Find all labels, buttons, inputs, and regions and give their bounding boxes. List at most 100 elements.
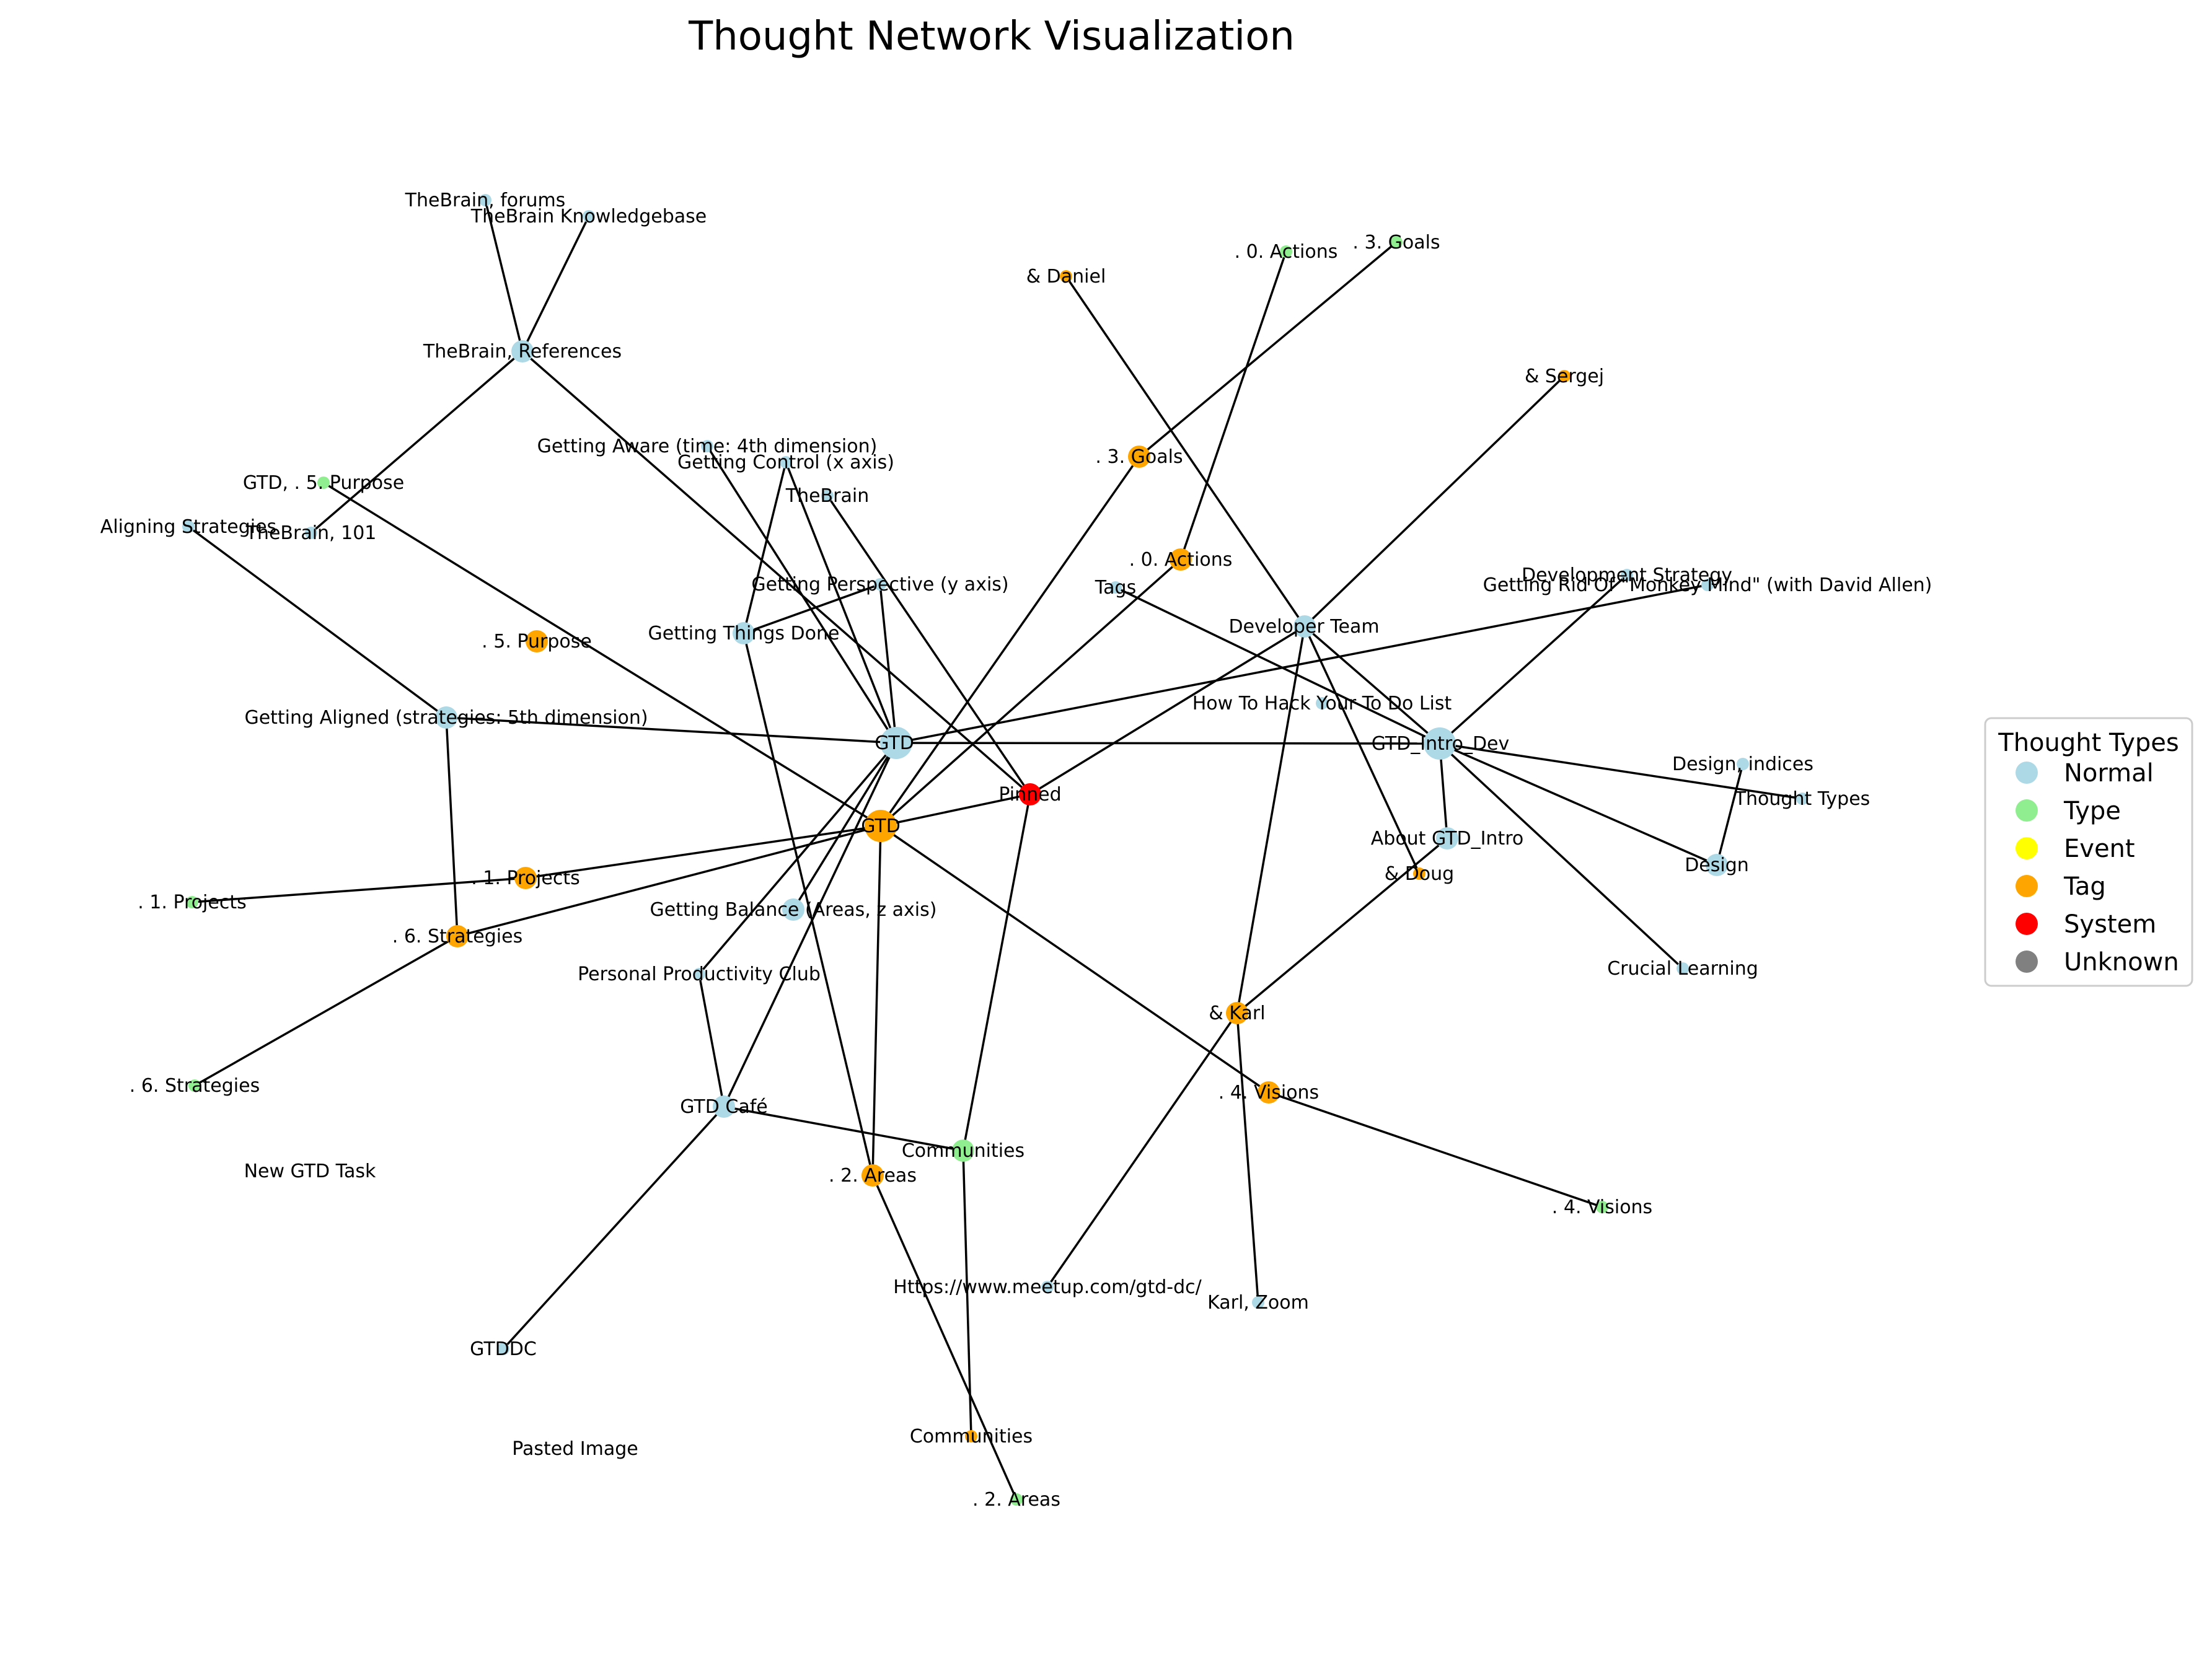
node-doug[interactable] <box>1413 867 1425 880</box>
node-g_persp[interactable] <box>874 578 886 590</box>
edge-g_control-g_done <box>742 462 787 634</box>
node-y_2areas[interactable] <box>1010 1493 1023 1506</box>
node-t_comm[interactable] <box>965 1430 977 1442</box>
node-y_3goals[interactable] <box>1390 236 1403 248</box>
node-tb_101[interactable] <box>305 527 317 539</box>
node-label-t_comm: Communities <box>910 1426 1033 1447</box>
node-dev_strat[interactable] <box>1621 569 1633 581</box>
node-y_1proj[interactable] <box>186 896 198 908</box>
legend: Thought Types Normal Type Event Tag System Un… <box>1984 717 2193 987</box>
edge-g_aligned-gtd_n <box>446 716 897 744</box>
node-y_4vis[interactable] <box>1596 1201 1608 1213</box>
node-t_6strat[interactable] <box>446 925 469 947</box>
node-design_idx[interactable] <box>1737 758 1749 770</box>
node-sergej[interactable] <box>1558 370 1571 382</box>
edge-gtd_n-g_balance <box>792 742 897 910</box>
node-about[interactable] <box>1436 827 1458 849</box>
node-label-hack: How To Hack Your To Do List <box>1192 693 1452 714</box>
node-t_2areas[interactable] <box>861 1164 884 1187</box>
node-label-y_6strat: . 6. Strategies <box>130 1075 260 1097</box>
node-label-about: About GTD_Intro <box>1371 828 1524 849</box>
node-align_strat[interactable] <box>182 520 195 533</box>
node-label-t_3goals: . 3. Goals <box>1095 446 1183 468</box>
edge-g_aligned-t_6strat <box>445 717 459 937</box>
node-label-t_2areas: . 2. Areas <box>829 1165 917 1187</box>
node-label-cafe: GTD Café <box>680 1096 768 1118</box>
node-intro_dev[interactable] <box>1424 727 1456 760</box>
node-y_6strat[interactable] <box>188 1079 201 1092</box>
node-thought_types[interactable] <box>1796 792 1809 805</box>
node-label-gtd_n: GTD <box>875 732 914 754</box>
edge-y_comm-pinned <box>962 794 1031 1151</box>
node-gtddc[interactable] <box>497 1343 509 1355</box>
node-dev_team[interactable] <box>1293 615 1316 638</box>
node-karl[interactable] <box>1226 1002 1248 1024</box>
edge-gtd_t-pinned <box>880 793 1031 827</box>
node-hack[interactable] <box>1316 697 1328 709</box>
node-tb_kb[interactable] <box>583 210 595 222</box>
node-crucial[interactable] <box>1677 962 1689 975</box>
node-label-tb_refs: TheBrain, References <box>423 341 622 362</box>
node-tb_refs[interactable] <box>511 340 534 362</box>
edge-dev_team-intro_dev <box>1303 625 1441 745</box>
node-label-thought_types: Thought Types <box>1734 788 1871 810</box>
node-g_aligned[interactable] <box>435 706 457 729</box>
legend-box <box>1984 717 2193 987</box>
node-tb_forums[interactable] <box>479 194 491 206</box>
legend-marker-tag <box>2016 875 2038 897</box>
edge-gtd_t-t_4vis <box>880 825 1269 1094</box>
edge-g_control-gtd_n <box>785 462 897 744</box>
node-g_done[interactable] <box>733 622 755 644</box>
node-karl_zoom[interactable] <box>1252 1296 1264 1309</box>
node-label-y_comm: Communities <box>902 1140 1024 1162</box>
legend-label-normal: Normal <box>2064 759 2154 788</box>
edge-cafe-y_comm <box>723 1105 964 1152</box>
node-t_3goals[interactable] <box>1128 446 1150 468</box>
edge-t_6strat-y_6strat <box>194 935 458 1087</box>
node-t_0act[interactable] <box>1170 548 1192 571</box>
edge-tb_refs-pinned <box>521 350 1031 796</box>
node-label-y_4vis: . 4. Visions <box>1552 1196 1652 1218</box>
node-g_balance[interactable] <box>782 898 804 921</box>
node-t_4vis[interactable] <box>1258 1081 1280 1104</box>
node-gtd_5p[interactable] <box>317 476 330 489</box>
node-monkey[interactable] <box>1701 579 1714 591</box>
nodes-layer <box>182 194 1809 1506</box>
node-label-g_control: Getting Control (x axis) <box>677 452 894 473</box>
node-design[interactable] <box>1706 854 1728 876</box>
node-thebrain[interactable] <box>821 489 834 502</box>
node-pinned[interactable] <box>1019 783 1041 806</box>
node-meetup[interactable] <box>1041 1281 1054 1293</box>
edge-intro_dev-design <box>1439 742 1717 866</box>
edge-y_1proj-t_1proj <box>192 877 526 903</box>
node-label-align_strat: Aligning Strategies <box>100 516 276 538</box>
edge-t_4vis-y_4vis <box>1268 1091 1603 1208</box>
node-g_aware[interactable] <box>701 440 713 452</box>
node-gtd_n[interactable] <box>880 727 912 759</box>
legend-title: Thought Types <box>1998 729 2179 757</box>
node-y_comm[interactable] <box>952 1139 974 1162</box>
node-label-gtddc: GTDDC <box>470 1338 537 1360</box>
node-y_0act[interactable] <box>1280 245 1292 258</box>
node-gtd_t[interactable] <box>865 810 897 842</box>
labels-layer: GTD GTD Pinned GTD_Intro_Dev Developer Team T… <box>100 190 1932 1511</box>
node-label-tags: Tags <box>1095 577 1136 599</box>
node-ppc[interactable] <box>693 968 705 980</box>
node-label-karl_zoom: Karl, Zoom <box>1207 1292 1309 1314</box>
node-label-pinned: Pinned <box>998 784 1061 806</box>
node-label-g_done: Getting Things Done <box>648 623 840 644</box>
legend-label-unknown: Unknown <box>2064 948 2179 977</box>
edge-tb_refs-tb_forums <box>484 200 524 352</box>
node-g_control[interactable] <box>780 456 792 468</box>
node-tags[interactable] <box>1109 581 1122 594</box>
node-label-monkey: Getting Rid Of "Monkey Mind" (with David… <box>1483 574 1932 596</box>
edge-gtd_t-t_2areas <box>871 825 882 1176</box>
node-t_1proj[interactable] <box>514 867 537 889</box>
node-daniel[interactable] <box>1060 270 1072 283</box>
edge-g_aware-gtd_n <box>706 446 897 744</box>
edge-t_3goals-y_3goals <box>1138 241 1398 458</box>
edge-daniel-dev_team <box>1065 276 1306 627</box>
node-t_5p[interactable] <box>526 630 548 652</box>
node-cafe[interactable] <box>713 1095 735 1118</box>
node-label-y_1proj: . 1. Projects <box>138 892 247 913</box>
